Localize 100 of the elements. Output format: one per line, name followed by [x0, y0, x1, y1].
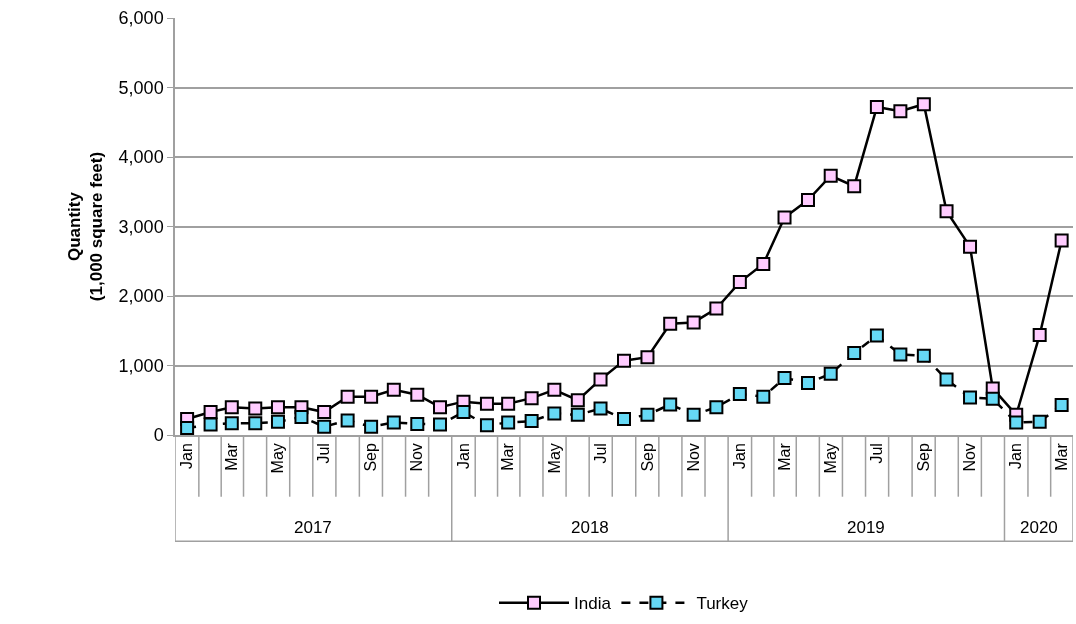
point [800, 193, 815, 208]
y-tick-label: 4,000 [118, 147, 164, 168]
point [617, 353, 631, 368]
point [640, 407, 655, 422]
point [663, 397, 678, 412]
point [248, 416, 263, 431]
point [686, 407, 701, 422]
point [180, 421, 195, 436]
x-tick-label: Sep [638, 443, 656, 472]
y-tick-label: 5,000 [118, 77, 164, 98]
y-tick-label: 2,000 [118, 286, 164, 307]
point [524, 414, 539, 429]
point [1054, 398, 1069, 413]
point [317, 405, 332, 420]
y-axis-title: Quantity (1,000 square feet) [64, 151, 106, 302]
point [1054, 233, 1069, 248]
point [547, 406, 562, 421]
y-tick-label: 3,000 [118, 216, 164, 237]
point [800, 375, 815, 390]
point [479, 418, 494, 433]
point [1009, 415, 1024, 430]
point [686, 315, 701, 330]
x-tick-label: May [821, 443, 839, 474]
y-tick-label: 0 [153, 425, 164, 446]
text: 2017 [294, 518, 332, 537]
point [823, 366, 838, 381]
point [203, 405, 218, 420]
x-tick-label: Jan [1007, 443, 1025, 469]
point [732, 387, 747, 401]
point [270, 414, 285, 429]
point [340, 413, 355, 428]
point [916, 348, 931, 363]
point [1032, 327, 1047, 342]
point [224, 400, 239, 415]
point [869, 328, 884, 343]
x-tick-label: Jan [178, 443, 196, 469]
point [433, 400, 448, 415]
point [270, 400, 285, 415]
point [547, 382, 562, 397]
x-tick-label: Jan [731, 443, 749, 469]
x-tick-label: Nov [961, 443, 979, 472]
point [823, 168, 838, 183]
legend-label: Turkey [696, 594, 749, 614]
point [756, 257, 771, 272]
point [939, 372, 954, 387]
legend-label: India [574, 594, 612, 614]
point [456, 405, 471, 420]
point [732, 275, 747, 290]
x-tick-label: May [545, 443, 563, 474]
text: 2018 [571, 518, 609, 537]
point [386, 415, 401, 430]
x-tick-label: Mar [775, 442, 793, 471]
x-tick-label: Sep [915, 443, 933, 472]
point [869, 99, 884, 114]
point [340, 389, 355, 404]
point [248, 401, 263, 416]
point [294, 409, 309, 424]
point [617, 412, 631, 427]
point [501, 396, 516, 411]
point [203, 417, 218, 432]
x-tick-label: May [269, 443, 287, 474]
point [224, 416, 239, 431]
point [756, 389, 771, 404]
point [709, 301, 724, 316]
point [640, 350, 655, 365]
point [364, 389, 379, 404]
point [479, 396, 494, 411]
point [777, 210, 792, 225]
point [847, 345, 862, 360]
point [570, 407, 585, 422]
point [501, 415, 516, 430]
point [939, 204, 954, 219]
x-tick-label: Jul [868, 443, 886, 464]
x-tick-label: Mar [499, 442, 517, 471]
x-tick-label: Mar [1052, 442, 1070, 471]
text: 2019 [847, 518, 885, 537]
point [777, 371, 792, 386]
point [570, 393, 585, 408]
x-tick-label: Nov [408, 443, 426, 472]
point [985, 391, 1000, 406]
point [1032, 414, 1047, 429]
point [593, 401, 608, 416]
point [524, 391, 539, 406]
x-tick-label: Sep [362, 443, 380, 472]
point [847, 179, 862, 194]
point [364, 419, 379, 434]
x-tick-label: Jul [591, 443, 609, 464]
point [963, 390, 978, 405]
point [410, 416, 425, 431]
point [663, 316, 678, 331]
point [893, 347, 908, 362]
text: 2020 [1020, 518, 1058, 537]
x-tick-label: Jan [454, 443, 472, 469]
point [916, 97, 931, 112]
point [963, 239, 978, 254]
y-tick-label: 1,000 [118, 355, 164, 376]
point [386, 382, 401, 397]
point [593, 372, 608, 387]
point [410, 387, 425, 402]
point [317, 419, 332, 434]
